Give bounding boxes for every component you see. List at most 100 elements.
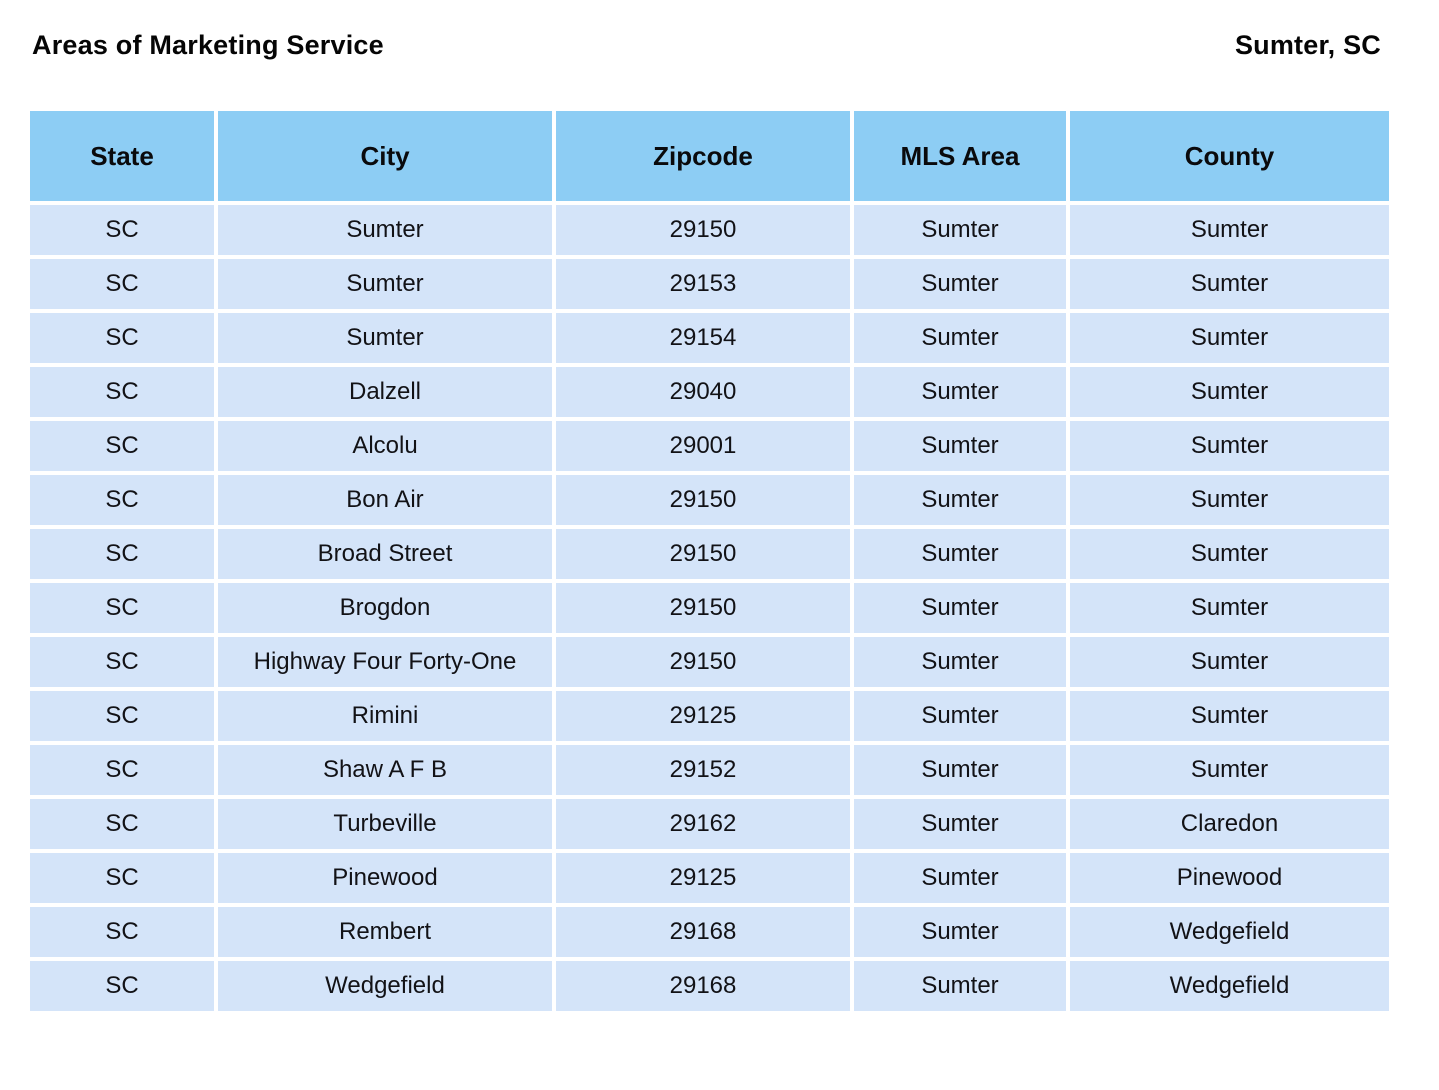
page-location: Sumter, SC [1234, 30, 1381, 60]
table-cell: Turbeville [218, 799, 552, 849]
table-cell: 29152 [556, 745, 850, 795]
table-cell: SC [30, 529, 214, 579]
table-cell: Alcolu [218, 421, 552, 471]
table-cell: Sumter [854, 367, 1066, 417]
table-cell: Sumter [854, 421, 1066, 471]
table-cell: SC [30, 637, 214, 687]
table-row: SC Sumter 29154 Sumter Sumter [30, 313, 1389, 363]
table-cell: Sumter [1070, 367, 1389, 417]
table-cell: Sumter [1070, 205, 1389, 255]
table-cell: Sumter [854, 637, 1066, 687]
table-cell: 29150 [556, 637, 850, 687]
table-cell: 29168 [556, 907, 850, 957]
table-cell: 29153 [556, 259, 850, 309]
table-cell: SC [30, 853, 214, 903]
table-cell: 29154 [556, 313, 850, 363]
table-cell: SC [30, 583, 214, 633]
table-cell: Sumter [854, 313, 1066, 363]
column-header-zipcode: Zipcode [556, 111, 850, 201]
table-cell: Sumter [854, 691, 1066, 741]
table-row: SC Brogdon 29150 Sumter Sumter [30, 583, 1389, 633]
table-cell: SC [30, 259, 214, 309]
table-cell: Sumter [218, 313, 552, 363]
table-cell: 29125 [556, 691, 850, 741]
table-cell: Claredon [1070, 799, 1389, 849]
table-cell: 29150 [556, 475, 850, 525]
table-row: SC Rimini 29125 Sumter Sumter [30, 691, 1389, 741]
table-cell: Sumter [854, 907, 1066, 957]
table-header-row: State City Zipcode MLS Area County [30, 111, 1389, 201]
table-cell: Sumter [218, 259, 552, 309]
table-cell: Bon Air [218, 475, 552, 525]
table-cell: Wedgefield [1070, 907, 1389, 957]
table-cell: Sumter [854, 259, 1066, 309]
table-cell: 29168 [556, 961, 850, 1011]
table-body: SC Sumter 29150 Sumter Sumter SC Sumter 29153 Su… [30, 205, 1389, 1011]
table-cell: Sumter [1070, 691, 1389, 741]
table-cell: Sumter [854, 745, 1066, 795]
table-cell: SC [30, 745, 214, 795]
table-cell: Sumter [854, 475, 1066, 525]
table-cell: Shaw A F B [218, 745, 552, 795]
table-cell: Sumter [854, 853, 1066, 903]
table-cell: Broad Street [218, 529, 552, 579]
table-cell: 29162 [556, 799, 850, 849]
table-row: SC Bon Air 29150 Sumter Sumter [30, 475, 1389, 525]
table-cell: Sumter [1070, 421, 1389, 471]
table-cell: Pinewood [1070, 853, 1389, 903]
column-header-mls-area: MLS Area [854, 111, 1066, 201]
table-cell: 29125 [556, 853, 850, 903]
table-cell: Brogdon [218, 583, 552, 633]
table-cell: SC [30, 799, 214, 849]
table-cell: Sumter [1070, 745, 1389, 795]
table-cell: SC [30, 313, 214, 363]
table-row: SC Highway Four Forty-One 29150 Sumter Sumte… [30, 637, 1389, 687]
table-cell: Sumter [1070, 529, 1389, 579]
table-cell: 29150 [556, 583, 850, 633]
table-cell: SC [30, 691, 214, 741]
table-cell: Wedgefield [1070, 961, 1389, 1011]
table-row: SC Sumter 29153 Sumter Sumter [30, 259, 1389, 309]
table-row: SC Sumter 29150 Sumter Sumter [30, 205, 1389, 255]
table-cell: 29150 [556, 529, 850, 579]
table-cell: Rembert [218, 907, 552, 957]
table-cell: Sumter [1070, 259, 1389, 309]
column-header-state: State [30, 111, 214, 201]
table-cell: Sumter [1070, 637, 1389, 687]
table-cell: 29001 [556, 421, 850, 471]
table-row: SC Broad Street 29150 Sumter Sumter [30, 529, 1389, 579]
table-cell: Sumter [854, 205, 1066, 255]
table-cell: Sumter [854, 961, 1066, 1011]
table-cell: Sumter [854, 799, 1066, 849]
table-cell: Sumter [854, 529, 1066, 579]
column-header-county: County [1070, 111, 1389, 201]
table-row: SC Dalzell 29040 Sumter Sumter [30, 367, 1389, 417]
table-cell: 29040 [556, 367, 850, 417]
table-cell: Highway Four Forty-One [218, 637, 552, 687]
page-title: Areas of Marketing Service [32, 30, 384, 60]
table-wrap: State City Zipcode MLS Area County SC Sumter 2… [26, 107, 1439, 1015]
table-cell: Sumter [1070, 475, 1389, 525]
column-header-city: City [218, 111, 552, 201]
table-row: SC Pinewood 29125 Sumter Pinewood [30, 853, 1389, 903]
areas-of-service-table: State City Zipcode MLS Area County SC Sumter 2… [26, 107, 1393, 1015]
table-cell: SC [30, 475, 214, 525]
table-cell: SC [30, 907, 214, 957]
table-cell: Wedgefield [218, 961, 552, 1011]
table-cell: SC [30, 961, 214, 1011]
table-cell: Rimini [218, 691, 552, 741]
table-cell: Sumter [854, 583, 1066, 633]
table-row: SC Turbeville 29162 Sumter Claredon [30, 799, 1389, 849]
header-bar: Areas of Marketing Service Sumter, SC [0, 0, 1439, 61]
table-cell: Pinewood [218, 853, 552, 903]
table-cell: SC [30, 421, 214, 471]
table-cell: 29150 [556, 205, 850, 255]
table-cell: Sumter [1070, 583, 1389, 633]
table-cell: Sumter [218, 205, 552, 255]
table-cell: SC [30, 367, 214, 417]
table-row: SC Shaw A F B 29152 Sumter Sumter [30, 745, 1389, 795]
table-row: SC Wedgefield 29168 Sumter Wedgefield [30, 961, 1389, 1011]
table-row: SC Rembert 29168 Sumter Wedgefield [30, 907, 1389, 957]
table-row: SC Alcolu 29001 Sumter Sumter [30, 421, 1389, 471]
